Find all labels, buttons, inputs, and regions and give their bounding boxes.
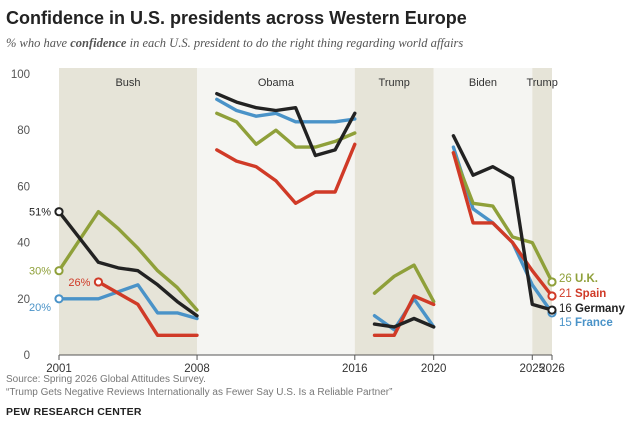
start-point-france [54,294,64,304]
end-point-uk [547,277,557,287]
x-tick-2025: 2025 [519,363,545,375]
end-point-spain [547,291,557,301]
report-title: “Trump Gets Negative Reviews Internation… [6,387,393,398]
chart-subtitle: % who have confidence in each U.S. presi… [6,36,463,51]
subtitle-emphasis: confidence [70,36,127,50]
series-name-spain: Spain [575,288,606,300]
y-tick-20: 20 [17,294,30,306]
start-point-germany [54,207,64,217]
period-label-1: Obama [258,77,295,89]
chart-title: Confidence in U.S. presidents across Wes… [6,8,467,28]
series-name-germany: Germany [575,303,625,315]
x-tick-2008: 2008 [184,363,210,375]
x-tick-2001: 2001 [46,363,72,375]
x-tick-2026: 2026 [539,363,565,375]
series-line-germany-0 [57,210,199,318]
start-label-france: 20% [29,302,51,314]
series-line-germany-1 [215,92,357,158]
series-line-germany-2 [372,316,436,329]
end-value-uk: 26 [559,273,572,285]
series-name-uk: U.K. [575,273,598,285]
series-line-uk-1 [215,111,357,149]
y-tick-100: 100 [11,69,30,81]
series-line-uk-0 [57,210,199,312]
start-point-spain [93,277,104,287]
y-tick-80: 80 [17,125,30,137]
series-line-uk-3 [451,151,554,284]
x-tick-2016: 2016 [342,363,368,375]
end-value-france: 15 [559,317,572,329]
end-value-spain: 21 [559,288,572,300]
end-value-germany: 16 [559,303,572,315]
start-label-uk: 30% [29,266,51,278]
series-line-spain-0 [96,280,199,337]
y-tick-0: 0 [24,350,30,362]
start-label-spain: 26% [68,277,90,289]
subtitle-prefix: % who have [6,36,71,50]
start-label-germany: 51% [29,207,51,219]
end-point-germany [547,305,557,315]
subtitle-suffix: in each U.S. president to do the right t… [126,36,464,50]
series-line-france-1 [215,97,357,124]
start-point-uk [54,266,64,276]
x-tick-2020: 2020 [421,363,447,375]
series-line-germany-3 [451,134,554,312]
period-band-3 [433,68,533,355]
series-line-spain-2 [372,294,436,337]
org-name: PEW RESEARCH CENTER [6,406,142,418]
series-line-spain-1 [215,142,357,205]
series-name-france: France [575,317,613,329]
period-band-0 [59,68,198,355]
source-note: Source: Spring 2026 Global Attitudes Sur… [6,374,206,385]
period-label-3: Biden [469,77,497,89]
series-line-uk-2 [372,263,436,304]
y-tick-40: 40 [17,238,30,250]
series-line-france-0 [57,283,199,321]
y-tick-60: 60 [17,181,30,193]
period-label-0: Bush [115,77,140,89]
period-band-4 [532,68,552,355]
period-label-4: Trump [526,77,557,89]
series-line-spain-3 [451,151,554,298]
period-label-2: Trump [379,77,410,89]
